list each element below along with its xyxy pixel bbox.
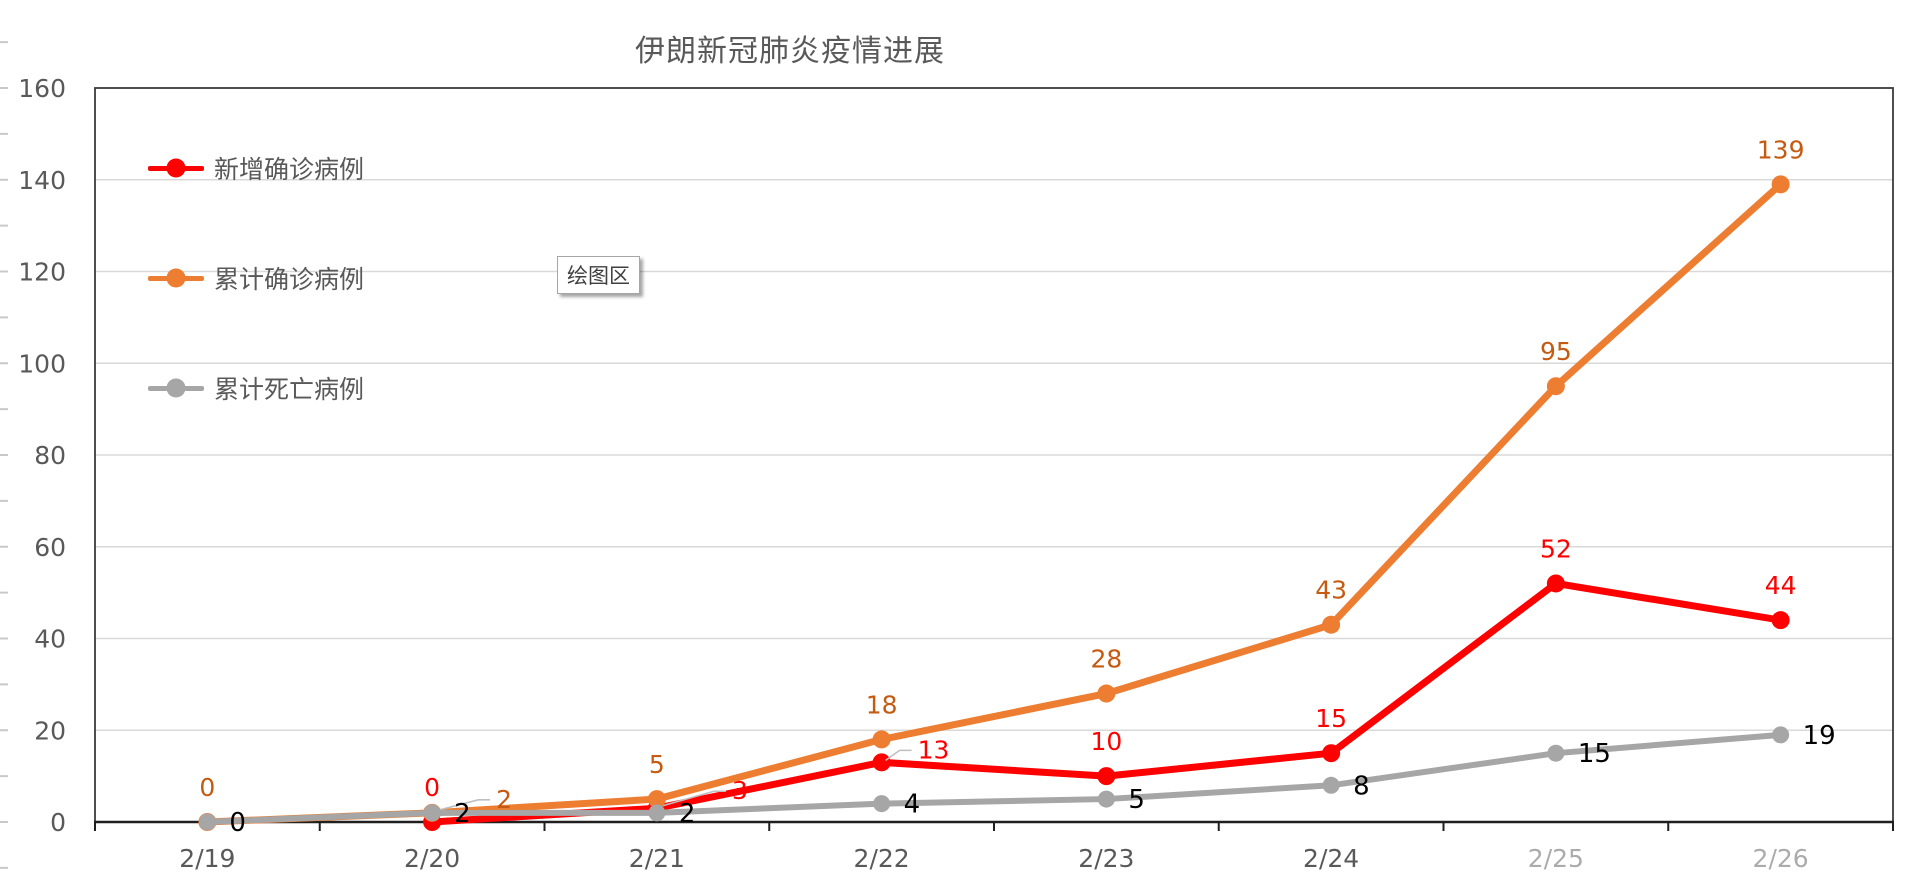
data-label: 0: [424, 773, 440, 802]
legend-item-label: 累计确诊病例: [214, 265, 365, 294]
data-point: [423, 804, 441, 822]
data-label: 5: [649, 750, 665, 779]
data-point: [872, 753, 891, 772]
line-marker-icon: [148, 268, 204, 288]
legend-item-cumulative-cases[interactable]: 累计确诊病例: [148, 263, 365, 294]
data-point: [1097, 684, 1116, 703]
data-label: 15: [1315, 704, 1347, 733]
data-point: [1546, 377, 1565, 396]
legend-item-cumulative-deaths[interactable]: 累计死亡病例: [148, 373, 365, 404]
data-label: 8: [1353, 771, 1370, 801]
data-label: 0: [199, 773, 215, 802]
data-point: [1547, 744, 1565, 762]
data-point: [1546, 574, 1565, 593]
x-axis-label: 2/19: [179, 844, 235, 873]
legend-item-new-cases[interactable]: 新增确诊病例: [148, 153, 365, 184]
label-leader-line: [660, 790, 726, 808]
x-axis-label: 2/24: [1303, 844, 1359, 873]
series-line: [428, 579, 1785, 826]
x-axis-label: 2/22: [854, 844, 910, 873]
data-label: 28: [1090, 645, 1122, 674]
x-axis-label: 2/26: [1753, 844, 1809, 873]
y-axis-label: 0: [50, 808, 66, 837]
label-leader-line: [435, 799, 491, 812]
data-point: [1097, 767, 1116, 786]
data-label: 2: [496, 785, 512, 814]
data-point: [872, 730, 891, 749]
data-label: 3: [732, 776, 748, 805]
data-point: [647, 790, 666, 809]
data-label: 13: [918, 735, 950, 764]
data-label: 10: [1090, 727, 1122, 756]
y-axis-label: 140: [18, 166, 66, 195]
data-point: [1097, 790, 1115, 808]
data-point: [1771, 175, 1790, 194]
plot-area-tooltip: 绘图区: [557, 256, 640, 294]
line-marker-icon: [148, 158, 204, 178]
y-axis-label: 100: [18, 349, 66, 378]
data-point: [1322, 615, 1341, 634]
x-axis-label: 2/25: [1528, 844, 1584, 873]
label-leader-line: [885, 749, 912, 762]
y-axis-label: 80: [34, 441, 66, 470]
chart-legend: 新增确诊病例 累计确诊病例 累计死亡病例: [148, 153, 365, 404]
data-label: 0: [229, 808, 246, 838]
y-axis-label: 120: [18, 258, 66, 287]
data-point: [648, 804, 666, 822]
y-axis-label: 20: [34, 716, 66, 745]
data-label: 4: [904, 790, 921, 820]
x-axis-label: 2/20: [404, 844, 460, 873]
data-label: 44: [1765, 571, 1797, 600]
legend-item-label: 新增确诊病例: [214, 155, 365, 184]
chart-title: 伊朗新冠肺炎疫情进展: [635, 34, 945, 69]
data-point: [1322, 744, 1341, 763]
data-label: 18: [866, 690, 898, 719]
x-axis-label: 2/21: [629, 844, 685, 873]
data-point: [873, 795, 891, 813]
data-point: [1772, 726, 1790, 744]
line-marker-icon: [148, 378, 204, 398]
y-axis-label: 60: [34, 533, 66, 562]
data-point: [198, 813, 216, 831]
data-point: [1771, 611, 1790, 630]
data-label: 139: [1757, 135, 1805, 164]
data-label: 15: [1578, 739, 1611, 769]
y-axis-label: 160: [18, 74, 66, 103]
y-axis-label: 40: [34, 625, 66, 654]
x-axis-label: 2/23: [1078, 844, 1134, 873]
data-label: 95: [1540, 337, 1572, 366]
series-line: [203, 180, 1785, 826]
data-label: 43: [1315, 576, 1347, 605]
data-label: 52: [1540, 534, 1572, 563]
data-label: 5: [1128, 785, 1145, 815]
data-label: 2: [454, 799, 471, 829]
data-label: 19: [1803, 721, 1836, 751]
series-line: [204, 731, 1784, 825]
data-point: [1322, 776, 1340, 794]
data-label: 2: [679, 799, 696, 829]
legend-item-label: 累计死亡病例: [214, 375, 365, 404]
